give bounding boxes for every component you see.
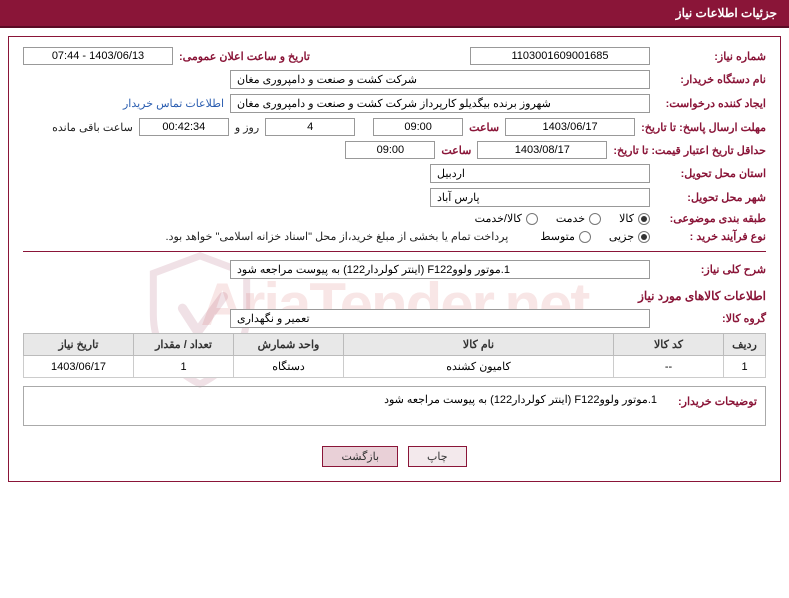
- group-value: تعمیر و نگهداری: [230, 309, 650, 328]
- countdown: 00:42:34: [139, 118, 229, 136]
- goods-section-title: اطلاعات کالاهای مورد نیاز: [23, 289, 766, 303]
- buyer-desc-label: توضیحات خریدار:: [667, 393, 757, 408]
- th-name: نام کالا: [344, 334, 614, 356]
- summary-value: 1.موتور ولووF122 (اینتر کولردار122) به پ…: [230, 260, 650, 279]
- creator-value: شهروز برنده بیگدیلو کارپرداز شرکت کشت و …: [230, 94, 650, 113]
- city-value: پارس آباد: [430, 188, 650, 207]
- content-panel: شماره نیاز: 1103001609001685 تاریخ و ساع…: [8, 36, 781, 482]
- th-row: ردیف: [724, 334, 766, 356]
- radio-jozi[interactable]: جزیی: [609, 230, 650, 243]
- buyer-desc-value: 1.موتور ولووF122 (اینتر کولردار122) به پ…: [32, 393, 657, 406]
- remaining-label: ساعت باقی مانده: [52, 121, 133, 134]
- radio-kalakhadamat[interactable]: کالا/خدمت: [475, 212, 538, 225]
- deadline-label: مهلت ارسال پاسخ: تا تاریخ:: [641, 121, 766, 134]
- creator-label: ایجاد کننده درخواست:: [656, 97, 766, 110]
- announce-label: تاریخ و ساعت اعلان عمومی:: [179, 50, 310, 63]
- divider: [23, 251, 766, 252]
- radio-dot-icon: [579, 231, 591, 243]
- table-cell-code: --: [614, 356, 724, 378]
- announce-value: 1403/06/13 - 07:44: [23, 47, 173, 65]
- table-cell-row: 1: [724, 356, 766, 378]
- radio-dot-icon: [638, 231, 650, 243]
- radio-motevaset[interactable]: متوسط: [540, 230, 591, 243]
- deadline-date: 1403/06/17: [505, 118, 635, 136]
- th-unit: واحد شمارش: [234, 334, 344, 356]
- th-date: تاریخ نیاز: [24, 334, 134, 356]
- deadline-hour: 09:00: [373, 118, 463, 136]
- buyer-description-box: توضیحات خریدار: 1.موتور ولووF122 (اینتر …: [23, 386, 766, 426]
- table-cell-name: کامیون کشنده: [344, 356, 614, 378]
- days-count: 4: [265, 118, 355, 136]
- purchase-type-radio-group: جزیی متوسط: [540, 230, 650, 243]
- radio-dot-icon: [526, 213, 538, 225]
- back-button[interactable]: بازگشت: [322, 446, 398, 467]
- city-label: شهر محل تحویل:: [656, 191, 766, 204]
- button-row: چاپ بازگشت: [9, 436, 780, 481]
- hour-label-1: ساعت: [469, 121, 499, 134]
- need-number-label: شماره نیاز:: [656, 50, 766, 63]
- summary-label: شرح کلی نیاز:: [656, 263, 766, 276]
- validity-hour: 09:00: [345, 141, 435, 159]
- category-label: طبقه بندی موضوعی:: [656, 212, 766, 225]
- table-cell-qty: 1: [134, 356, 234, 378]
- province-label: استان محل تحویل:: [656, 167, 766, 180]
- radio-kala[interactable]: کالا: [619, 212, 650, 225]
- validity-label: حداقل تاریخ اعتبار قیمت: تا تاریخ:: [613, 144, 766, 157]
- days-and-label: روز و: [235, 121, 259, 134]
- radio-dot-icon: [638, 213, 650, 225]
- purchase-type-label: نوع فرآیند خرید :: [656, 230, 766, 243]
- th-qty: تعداد / مقدار: [134, 334, 234, 356]
- category-radio-group: کالا خدمت کالا/خدمت: [475, 212, 650, 225]
- hour-label-2: ساعت: [441, 144, 471, 157]
- contact-link[interactable]: اطلاعات تماس خریدار: [123, 97, 224, 110]
- print-button[interactable]: چاپ: [408, 446, 467, 467]
- buyer-label: نام دستگاه خریدار:: [656, 73, 766, 86]
- table-row: 1--کامیون کشندهدستگاه11403/06/17: [24, 356, 766, 378]
- buyer-value: شرکت کشت و صنعت و دامپروری مغان: [230, 70, 650, 89]
- validity-date: 1403/08/17: [477, 141, 607, 159]
- group-label: گروه کالا:: [656, 312, 766, 325]
- th-code: کد کالا: [614, 334, 724, 356]
- radio-dot-icon: [589, 213, 601, 225]
- table-cell-unit: دستگاه: [234, 356, 344, 378]
- page-header: جزئیات اطلاعات نیاز: [0, 0, 789, 28]
- page-title: جزئیات اطلاعات نیاز: [676, 6, 777, 20]
- payment-note: پرداخت تمام یا بخشی از مبلغ خرید،از محل …: [166, 230, 509, 243]
- table-cell-date: 1403/06/17: [24, 356, 134, 378]
- goods-table: ردیف کد کالا نام کالا واحد شمارش تعداد /…: [23, 333, 766, 378]
- need-number-value: 1103001609001685: [470, 47, 650, 65]
- radio-khadamat[interactable]: خدمت: [556, 212, 601, 225]
- province-value: اردبیل: [430, 164, 650, 183]
